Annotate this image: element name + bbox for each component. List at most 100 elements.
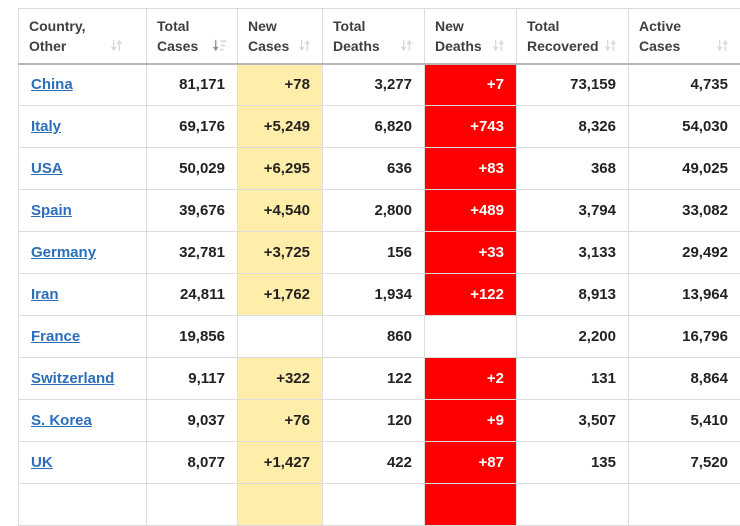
sort-desc-active-icon[interactable]	[212, 38, 227, 53]
active-cases-cell: 7,520	[629, 442, 740, 484]
new-cases-cell: +78	[238, 64, 323, 106]
total-cases-cell: 69,176	[147, 106, 238, 148]
active-cases-cell: 29,492	[629, 232, 740, 274]
country-link[interactable]: Germany	[31, 244, 96, 261]
country-link[interactable]: France	[31, 328, 80, 345]
country-cell: Italy	[19, 106, 147, 148]
column-header-label-line2: Cases	[157, 36, 198, 56]
new-cases-cell	[238, 484, 323, 526]
active-cases-cell: 4,735	[629, 64, 740, 106]
column-header-label-line1: New	[248, 16, 312, 36]
total-deaths-cell: 1,934	[323, 274, 425, 316]
new-cases-cell: +1,427	[238, 442, 323, 484]
new-deaths-cell: +2	[425, 358, 517, 400]
total-recovered-cell: 2,200	[517, 316, 629, 358]
country-link[interactable]: China	[31, 76, 73, 93]
column-header-label-line1: Country,	[29, 16, 136, 36]
new-cases-cell: +76	[238, 400, 323, 442]
country-link[interactable]: S. Korea	[31, 412, 92, 429]
total-recovered-cell: 368	[517, 148, 629, 190]
new-deaths-cell: +33	[425, 232, 517, 274]
total-recovered-cell: 73,159	[517, 64, 629, 106]
column-header-label-line1: Total	[157, 16, 227, 36]
total-deaths-cell: 2,800	[323, 190, 425, 232]
active-cases-cell: 16,796	[629, 316, 740, 358]
sort-both-icon[interactable]	[109, 38, 124, 53]
new-cases-cell: +5,249	[238, 106, 323, 148]
new-deaths-cell: +122	[425, 274, 517, 316]
total-cases-cell: 50,029	[147, 148, 238, 190]
new-deaths-cell: +489	[425, 190, 517, 232]
column-header-label-line2: Deaths	[333, 36, 380, 56]
total-recovered-cell	[517, 484, 629, 526]
new-deaths-cell: +9	[425, 400, 517, 442]
new-deaths-cell: +83	[425, 148, 517, 190]
sort-both-icon[interactable]	[399, 38, 414, 53]
total-recovered-cell: 135	[517, 442, 629, 484]
active-cases-cell: 33,082	[629, 190, 740, 232]
total-deaths-cell: 860	[323, 316, 425, 358]
new-deaths-cell: +7	[425, 64, 517, 106]
country-link[interactable]: Switzerland	[31, 370, 114, 387]
new-cases-cell: +1,762	[238, 274, 323, 316]
country-cell: Spain	[19, 190, 147, 232]
country-link[interactable]: Italy	[31, 118, 61, 135]
new-deaths-cell: +743	[425, 106, 517, 148]
total-recovered-cell: 3,507	[517, 400, 629, 442]
sort-both-icon[interactable]	[297, 38, 312, 53]
sort-both-icon[interactable]	[603, 38, 618, 53]
column-header-label-line2: Cases	[248, 36, 289, 56]
country-cell	[19, 484, 147, 526]
total-deaths-cell: 122	[323, 358, 425, 400]
country-cell: Iran	[19, 274, 147, 316]
country-cell: S. Korea	[19, 400, 147, 442]
table-row-partial	[19, 484, 740, 526]
new-cases-cell: +322	[238, 358, 323, 400]
new-deaths-cell	[425, 484, 517, 526]
column-header-label-line2: Other	[29, 36, 66, 56]
column-header-label-line2: Recovered	[527, 36, 599, 56]
country-link[interactable]: USA	[31, 160, 63, 177]
active-cases-cell: 49,025	[629, 148, 740, 190]
country-cell: Switzerland	[19, 358, 147, 400]
sort-both-icon[interactable]	[491, 38, 506, 53]
new-cases-cell: +6,295	[238, 148, 323, 190]
country-link[interactable]: Iran	[31, 286, 59, 303]
total-deaths-cell: 636	[323, 148, 425, 190]
new-cases-cell: +3,725	[238, 232, 323, 274]
active-cases-cell: 8,864	[629, 358, 740, 400]
total-cases-cell: 19,856	[147, 316, 238, 358]
total-cases-cell: 32,781	[147, 232, 238, 274]
column-header-label-line1: New	[435, 16, 506, 36]
total-deaths-cell	[323, 484, 425, 526]
sort-both-icon[interactable]	[715, 38, 730, 53]
country-link[interactable]: Spain	[31, 202, 72, 219]
new-deaths-cell: +87	[425, 442, 517, 484]
column-header-country[interactable]: Country,Other	[19, 9, 147, 64]
total-deaths-cell: 3,277	[323, 64, 425, 106]
country-link[interactable]: UK	[31, 454, 53, 471]
column-header-label-line2: Cases	[639, 36, 680, 56]
column-header-label-line1: Total	[333, 16, 414, 36]
active-cases-cell: 13,964	[629, 274, 740, 316]
total-cases-cell: 39,676	[147, 190, 238, 232]
total-cases-cell: 9,037	[147, 400, 238, 442]
